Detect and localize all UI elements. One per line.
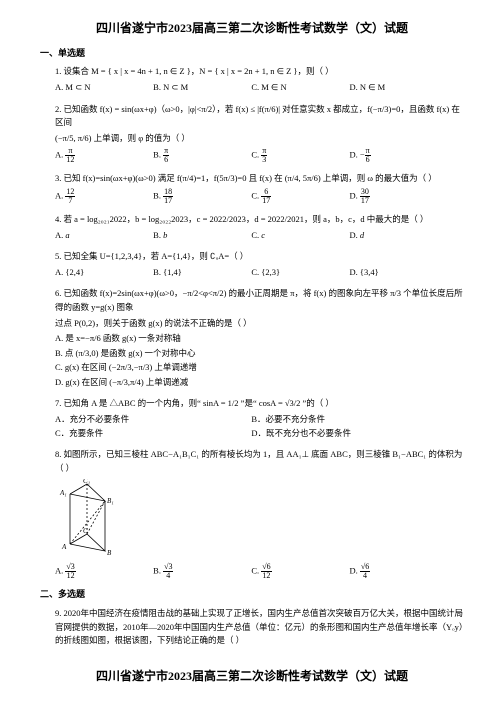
q6-choice-b: B. 点 (π/3,0) 是函数 g(x) 一个对称中心 xyxy=(55,347,464,361)
q2-c-den: 3 xyxy=(261,156,267,164)
q1-choice-d: D. N ∈ M xyxy=(349,81,447,95)
q5-b-val: {1,4} xyxy=(163,267,182,277)
label-a: A xyxy=(61,543,67,551)
q8-d-den: 4 xyxy=(360,572,370,580)
q5-d-val: {3,4} xyxy=(360,267,379,277)
q2-b-den: 6 xyxy=(163,156,169,164)
q1-choice-b: B. N ⊂ M xyxy=(153,81,251,95)
prism-figure: C₁ A₁ B₁ C A B xyxy=(55,479,464,559)
label-b1: B₁ xyxy=(107,497,114,505)
q6-choice-c: C. g(x) 在区间 (−2π/3,−π/3) 上单调递增 xyxy=(55,361,464,375)
question-7: 7. 已知角 A 是 △ABC 的一个内角，则“ sinA = 1/2 ”是“ … xyxy=(55,397,464,440)
q3-a-den: 7 xyxy=(65,197,75,205)
q6-choice-a: A. 是 x=−π/6 函数 g(x) 一条对称轴 xyxy=(55,332,464,346)
q2-choice-b: B. π6 xyxy=(153,147,251,164)
q5-choice-c: C. {2,3} xyxy=(251,266,349,280)
q7-stem: 7. 已知角 A 是 △ABC 的一个内角，则“ sinA = 1/2 ”是“ … xyxy=(55,397,464,411)
q7-c-val: 充要条件 xyxy=(69,428,103,438)
q5-stem: 5. 已知全集 U={1,2,3,4}，若 A={1,4}，则 ∁ᵤA=（ ） xyxy=(55,250,464,264)
q3-b-den: 17 xyxy=(163,197,173,205)
q8-b-den: 4 xyxy=(163,572,173,580)
q4-choice-b: B. b xyxy=(153,229,251,243)
q2-d-den: 6 xyxy=(365,156,371,164)
q3-choice-a: A. 127 xyxy=(55,188,153,205)
q4-a-val: a xyxy=(65,230,69,240)
q1-a-val: M ⊂ N xyxy=(65,82,90,92)
q4-choice-d: D. d xyxy=(349,229,447,243)
q5-choice-d: D. {3,4} xyxy=(349,266,447,280)
q6-choice-d: D. g(x) 在区间 (−π/3,π/4) 上单调递减 xyxy=(55,376,464,390)
q7-choice-d: D．既不充分也不必要条件 xyxy=(251,427,447,441)
q1-b-val: N ⊂ M xyxy=(163,82,188,92)
label-c1: C₁ xyxy=(83,479,90,485)
q5-choice-a: A. {2,4} xyxy=(55,266,153,280)
q3-d-den: 17 xyxy=(360,197,370,205)
q5-choice-b: B. {1,4} xyxy=(153,266,251,280)
q4-d-val: d xyxy=(360,230,364,240)
label-b: B xyxy=(107,549,112,557)
q9-stem: 9. 2020年中国经济在疫情阻击战的基础上实现了正增长，国内生产总值首次突破百… xyxy=(55,607,464,648)
q5-c-val: {2,3} xyxy=(261,267,280,277)
section-multi: 二、多选题 xyxy=(40,588,464,601)
question-3: 3. 已知 f(x)=sin(ωx+φ)(ω>0) 满足 f(π/4)=1，f(… xyxy=(55,172,464,205)
q1-choice-c: C. M ∈ N xyxy=(251,81,349,95)
q7-b-val: 必要不充分条件 xyxy=(265,414,325,424)
q8-c-den: 12 xyxy=(261,572,271,580)
q5-a-val: {2,4} xyxy=(65,267,84,277)
q6-stem1: 6. 已知函数 f(x)=2sin(ωx+φ)(ω>0，−π/2<φ<π/2) … xyxy=(55,287,464,314)
q1-choice-a: A. M ⊂ N xyxy=(55,81,153,95)
question-4: 4. 若 a = log₂₀₂₁2022，b = log₂₀₂₂2023，c =… xyxy=(55,213,464,242)
q1-c-val: M ∈ N xyxy=(261,82,286,92)
q2-a-den: 12 xyxy=(65,156,75,164)
q7-choice-c: C．充要条件 xyxy=(55,427,251,441)
q1-d-val: N ∈ M xyxy=(360,82,385,92)
question-5: 5. 已知全集 U={1,2,3,4}，若 A={1,4}，则 ∁ᵤA=（ ） … xyxy=(55,250,464,279)
q2-choice-c: C. π3 xyxy=(251,147,349,164)
question-2: 2. 已知函数 f(x) = sin(ωx+φ)（ω>0，|φ|<π/2），若 … xyxy=(55,103,464,165)
q8-stem: 8. 如图所示，已知三棱柱 ABC−A₁B₁C₁ 的所有棱长均为 1，且 AA₁… xyxy=(55,448,464,475)
q4-b-val: b xyxy=(163,230,167,240)
q3-c-den: 17 xyxy=(261,197,271,205)
q2-stem2: (−π/5, π/6) 上单调，则 φ 的值为（ ） xyxy=(55,132,464,146)
q3-choice-c: C. 617 xyxy=(251,188,349,205)
q4-stem: 4. 若 a = log₂₀₂₁2022，b = log₂₀₂₂2023，c =… xyxy=(55,213,464,227)
question-6: 6. 已知函数 f(x)=2sin(ωx+φ)(ω>0，−π/2<φ<π/2) … xyxy=(55,287,464,389)
q8-choice-c: C. √612 xyxy=(251,563,349,580)
q3-choice-d: D. 3017 xyxy=(349,188,447,205)
section-single: 一、单选题 xyxy=(40,47,464,60)
label-a1: A₁ xyxy=(59,489,67,497)
label-c: C xyxy=(83,527,88,535)
q2-choice-d: D. −π6 xyxy=(349,147,447,164)
q2-stem1: 2. 已知函数 f(x) = sin(ωx+φ)（ω>0，|φ|<π/2），若 … xyxy=(55,103,464,130)
question-9: 9. 2020年中国经济在疫情阻击战的基础上实现了正增长，国内生产总值首次突破百… xyxy=(55,607,464,648)
q8-choice-d: D. √64 xyxy=(349,563,447,580)
q4-choice-a: A. a xyxy=(55,229,153,243)
q6-stem2: 过点 P(0,2)，则关于函数 g(x) 的说法不正确的是（ ） xyxy=(55,317,464,331)
q7-choice-b: B．必要不充分条件 xyxy=(251,413,447,427)
q8-choice-a: A. √312 xyxy=(55,563,153,580)
footer-title: 四川省遂宁市2023届高三第二次诊断性考试数学（文）试题 xyxy=(40,668,464,685)
exam-title: 四川省遂宁市2023届高三第二次诊断性考试数学（文）试题 xyxy=(40,20,464,37)
question-8: 8. 如图所示，已知三棱柱 ABC−A₁B₁C₁ 的所有棱长均为 1，且 AA₁… xyxy=(55,448,464,580)
q1-stem: 1. 设集合 M = { x | x = 4n + 1, n ∈ Z }，N =… xyxy=(55,65,464,79)
q7-choice-a: A．充分不必要条件 xyxy=(55,413,251,427)
q4-c-val: c xyxy=(261,230,265,240)
q7-a-val: 充分不必要条件 xyxy=(70,414,130,424)
q8-choice-b: B. √34 xyxy=(153,563,251,580)
q3-choice-b: B. 1817 xyxy=(153,188,251,205)
q2-choice-a: A. π12 xyxy=(55,147,153,164)
q7-d-val: 既不充分也不必要条件 xyxy=(266,428,351,438)
q8-a-den: 12 xyxy=(65,572,75,580)
question-1: 1. 设集合 M = { x | x = 4n + 1, n ∈ Z }，N =… xyxy=(55,65,464,94)
q3-stem: 3. 已知 f(x)=sin(ωx+φ)(ω>0) 满足 f(π/4)=1，f(… xyxy=(55,172,464,186)
q4-choice-c: C. c xyxy=(251,229,349,243)
